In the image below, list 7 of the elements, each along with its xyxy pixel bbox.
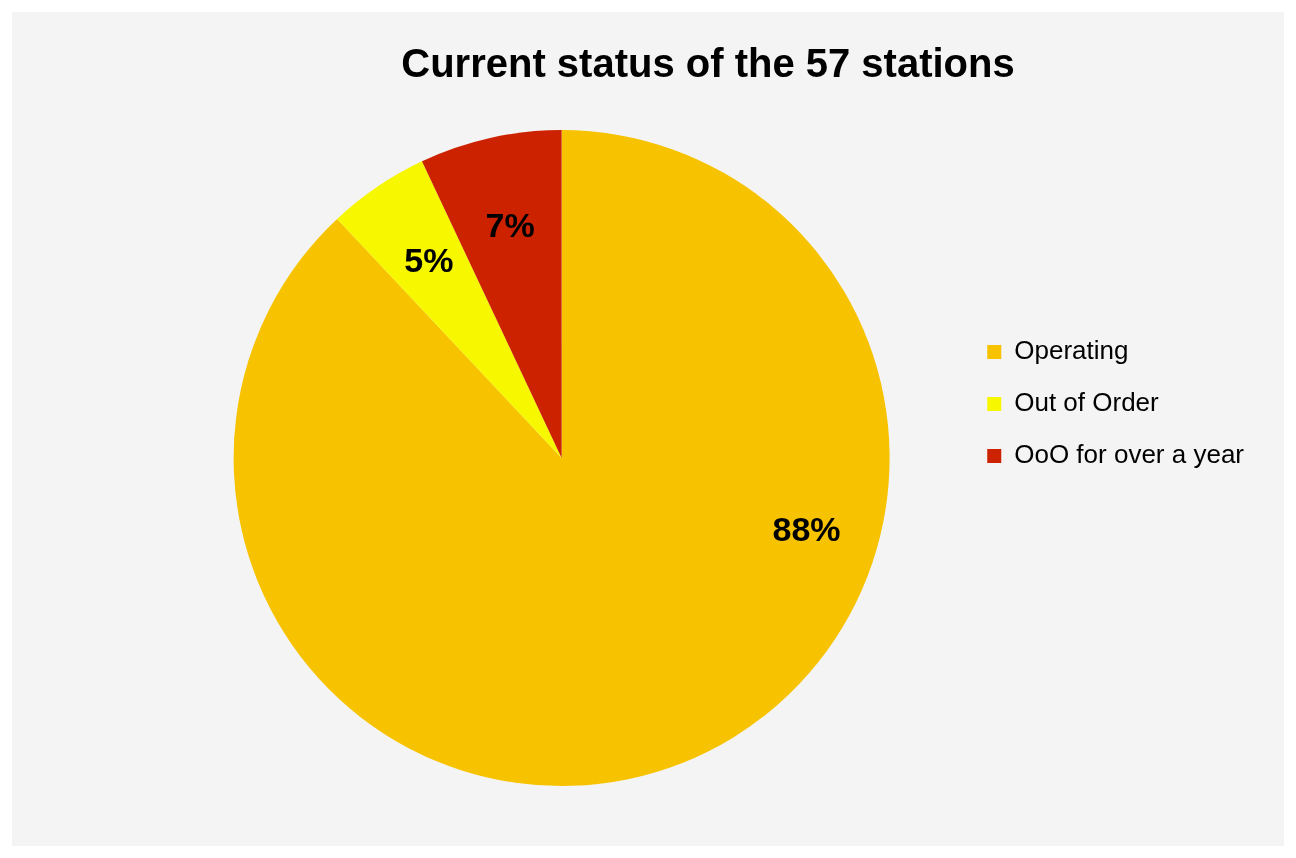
data-label: 7% (485, 205, 535, 244)
data-label: 5% (404, 241, 454, 280)
chart-title: Current status of the 57 stations (401, 41, 1015, 86)
legend-label: Operating (1014, 335, 1129, 366)
legend-label: OoO for over a year (1014, 439, 1245, 470)
data-label: 88% (772, 510, 841, 549)
legend-label: Out of Order (1014, 387, 1160, 418)
